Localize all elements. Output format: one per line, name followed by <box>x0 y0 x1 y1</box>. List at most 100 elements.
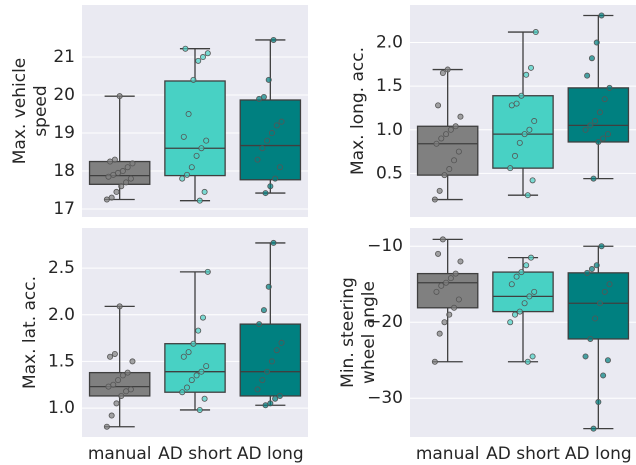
x-tick-label: AD long <box>237 444 304 464</box>
data-point <box>439 70 446 77</box>
data-point <box>588 55 595 62</box>
data-point <box>523 71 530 78</box>
data-point <box>526 293 533 300</box>
data-point <box>516 139 523 146</box>
data-point <box>590 425 597 432</box>
data-point <box>596 300 603 307</box>
data-point <box>196 406 203 413</box>
data-point <box>180 353 187 360</box>
y-tick-label: −10 <box>367 236 403 256</box>
data-point <box>264 368 271 375</box>
data-point <box>129 160 136 167</box>
y-tick-label: 0.5 <box>376 163 403 183</box>
data-point <box>272 175 279 182</box>
y-tick-label: 19 <box>53 123 75 143</box>
data-point <box>103 423 110 430</box>
data-point <box>435 102 442 109</box>
data-point <box>276 164 283 171</box>
data-point <box>441 172 448 179</box>
data-point <box>182 45 189 52</box>
data-point <box>201 188 208 195</box>
data-point <box>193 152 200 159</box>
data-point <box>204 268 211 275</box>
data-point <box>604 357 611 364</box>
data-point <box>451 304 458 311</box>
data-point <box>273 347 280 354</box>
data-point <box>523 262 530 269</box>
y-tick-label: 2.0 <box>48 305 75 325</box>
data-point <box>118 183 125 190</box>
y-tick-label: 18 <box>53 161 75 181</box>
data-point <box>528 64 535 71</box>
data-point <box>521 300 528 307</box>
data-point <box>204 50 211 57</box>
data-point <box>443 131 450 138</box>
data-point <box>588 266 595 273</box>
y-axis-label: Max. lat. acc. <box>20 276 40 389</box>
box <box>416 272 479 309</box>
data-point <box>596 109 603 116</box>
data-point <box>256 321 263 328</box>
data-point <box>587 122 594 129</box>
data-point <box>119 168 126 175</box>
y-axis-label-line: wheel angle <box>359 281 379 384</box>
data-point <box>513 100 520 107</box>
data-point <box>199 314 206 321</box>
y-axis-label-line: Max. lat. acc. <box>20 276 40 389</box>
data-point <box>444 66 451 73</box>
data-point <box>532 29 539 36</box>
data-point <box>584 269 591 276</box>
data-point <box>199 54 206 61</box>
data-point <box>529 353 536 360</box>
data-point <box>276 392 283 399</box>
data-point <box>270 239 277 246</box>
x-tick-label: AD long <box>565 444 632 464</box>
data-point <box>185 349 192 356</box>
data-point <box>438 282 445 289</box>
y-axis-label-line: Min. steering <box>338 277 358 388</box>
data-point <box>601 288 608 295</box>
data-point <box>600 372 607 379</box>
y-tick-label: 17 <box>53 199 75 219</box>
data-point <box>111 156 118 163</box>
data-point <box>113 188 120 195</box>
y-tick-label: 2.5 <box>48 258 75 278</box>
data-point <box>108 194 115 201</box>
y-axis-label: Max. vehiclespeed <box>10 58 51 165</box>
data-point <box>512 311 519 318</box>
data-point <box>446 311 453 318</box>
data-point <box>455 296 462 303</box>
data-point <box>587 335 594 342</box>
data-point <box>606 84 613 91</box>
data-point <box>439 236 446 243</box>
data-point <box>265 76 272 83</box>
box <box>567 272 630 340</box>
data-point <box>452 270 459 277</box>
data-point <box>433 140 440 147</box>
data-point <box>198 368 205 375</box>
data-point <box>526 126 533 133</box>
data-point <box>190 340 197 347</box>
data-point <box>127 175 134 182</box>
data-point <box>115 377 122 384</box>
data-point <box>438 135 445 142</box>
data-point <box>260 93 267 100</box>
data-point <box>183 384 190 391</box>
data-point <box>195 327 202 334</box>
data-point <box>259 377 266 384</box>
data-point <box>190 76 197 83</box>
y-axis-label-line: Max. vehicle <box>10 58 30 165</box>
data-point <box>531 288 538 295</box>
data-point <box>124 369 131 376</box>
data-point <box>110 381 117 388</box>
box <box>567 87 630 143</box>
data-point <box>119 372 126 379</box>
data-point <box>262 190 269 197</box>
data-point <box>457 113 464 120</box>
data-point <box>524 192 531 199</box>
data-point <box>260 307 267 314</box>
data-point <box>435 250 442 257</box>
data-point <box>593 262 600 269</box>
